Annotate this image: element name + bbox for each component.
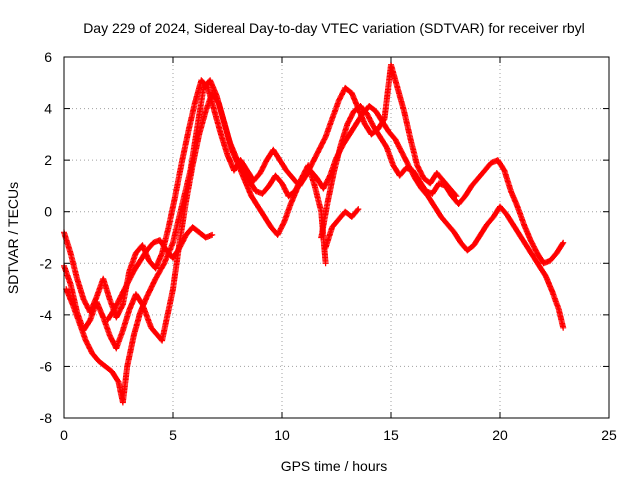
x-axis-label: GPS time / hours <box>281 458 388 474</box>
x-tick-label: 25 <box>601 427 617 443</box>
y-tick-label: 6 <box>44 49 52 65</box>
x-tick-label: 5 <box>169 427 177 443</box>
series-track-5 <box>318 103 567 267</box>
series-track-2 <box>63 77 329 406</box>
data-series <box>61 61 567 406</box>
series-markers <box>318 103 567 267</box>
series-markers <box>63 77 329 406</box>
series-markers <box>61 90 567 352</box>
y-tick-label: 0 <box>44 204 52 220</box>
series-track-1 <box>61 90 567 352</box>
y-axis-label: SDTVAR / TECUs <box>5 182 21 294</box>
y-tick-label: 4 <box>44 101 52 117</box>
y-tick-label: -4 <box>40 307 53 323</box>
chart-title: Day 229 of 2024, Sidereal Day-to-day VTE… <box>83 20 585 36</box>
y-tick-label: -6 <box>40 358 53 374</box>
axis-ticks: 0 5 10 15 20 25 -8 -6 -4 -2 0 2 4 6 <box>40 49 617 443</box>
y-tick-label: -8 <box>40 410 53 426</box>
x-tick-label: 20 <box>492 427 508 443</box>
x-tick-label: 15 <box>383 427 399 443</box>
x-tick-label: 0 <box>60 427 68 443</box>
x-tick-label: 10 <box>274 427 290 443</box>
series-track-4 <box>104 224 216 323</box>
series-markers <box>322 206 362 251</box>
y-tick-label: 2 <box>44 152 52 168</box>
series-track-6 <box>322 206 362 251</box>
plot-frame <box>63 56 610 419</box>
y-tick-label: -2 <box>40 255 53 271</box>
series-markers <box>104 224 216 323</box>
